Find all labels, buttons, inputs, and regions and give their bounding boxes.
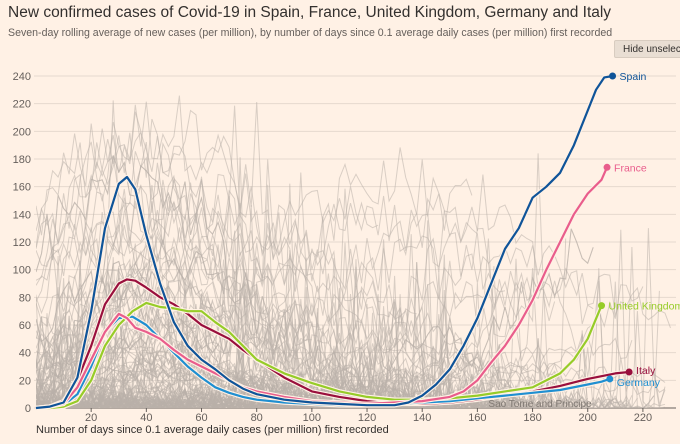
series-united-kingdom: United Kingdom — [36, 301, 680, 411]
y-tick-label: 120 — [13, 237, 31, 249]
annotation-label: Sao Tome and Principe — [488, 399, 592, 410]
background-country-line — [36, 313, 527, 408]
series-label: France — [614, 162, 647, 174]
y-tick-label: 180 — [13, 154, 31, 166]
background-country-line — [36, 272, 622, 408]
series-line — [36, 301, 603, 410]
x-tick-label: 40 — [140, 412, 152, 424]
series-end-dot — [598, 302, 606, 310]
x-tick-label: 220 — [634, 412, 652, 424]
y-tick-label: 200 — [13, 126, 31, 138]
series-spain: Spain — [35, 71, 647, 411]
series-end-dot — [606, 375, 614, 383]
x-tick-label: 200 — [579, 412, 597, 424]
y-tick-label: 0 — [25, 403, 31, 415]
y-tick-label: 160 — [13, 182, 31, 194]
hide-unselected-button[interactable]: Hide unselected — [614, 40, 680, 58]
series-label: United Kingdom — [609, 301, 680, 313]
x-tick-label: 80 — [251, 412, 263, 424]
series-end-dot — [609, 72, 617, 80]
x-tick-label: 120 — [358, 412, 376, 424]
background-country-line — [36, 174, 666, 408]
series-end-dot — [603, 163, 611, 171]
background-country-line — [36, 317, 219, 405]
chart-title: New confirmed cases of Covid-19 in Spain… — [8, 4, 612, 21]
background-country-line — [36, 142, 208, 281]
x-tick-label: 180 — [523, 412, 541, 424]
series-line — [35, 74, 613, 410]
series-label: Spain — [620, 71, 647, 83]
chart-subtitle: Seven-day rolling average of new cases (… — [8, 27, 613, 39]
x-tick-label: 20 — [85, 412, 97, 424]
series-label: Italy — [636, 365, 656, 377]
background-country-line — [36, 109, 534, 408]
background-country-line — [36, 202, 633, 408]
y-tick-label: 220 — [13, 99, 31, 111]
x-tick-label: 140 — [413, 412, 431, 424]
y-tick-label: 240 — [13, 71, 31, 83]
y-tick-label: 60 — [19, 320, 31, 332]
x-tick-label: 100 — [303, 412, 321, 424]
x-axis-label: Number of days since 0.1 average daily c… — [36, 424, 389, 436]
background-country-line — [36, 155, 517, 408]
series-end-dot — [625, 368, 633, 376]
y-tick-label: 20 — [19, 375, 31, 387]
series-france: France — [35, 162, 647, 411]
y-tick-label: 80 — [19, 292, 31, 304]
background-country-line — [36, 343, 268, 389]
y-tick-label: 100 — [13, 265, 31, 277]
series-line — [35, 166, 609, 410]
y-tick-label: 140 — [13, 209, 31, 221]
x-tick-label: 60 — [195, 412, 207, 424]
series-label: Germany — [617, 377, 661, 389]
y-tick-label: 40 — [19, 348, 31, 360]
background-country-line — [36, 293, 219, 407]
x-tick-label: 160 — [468, 412, 486, 424]
